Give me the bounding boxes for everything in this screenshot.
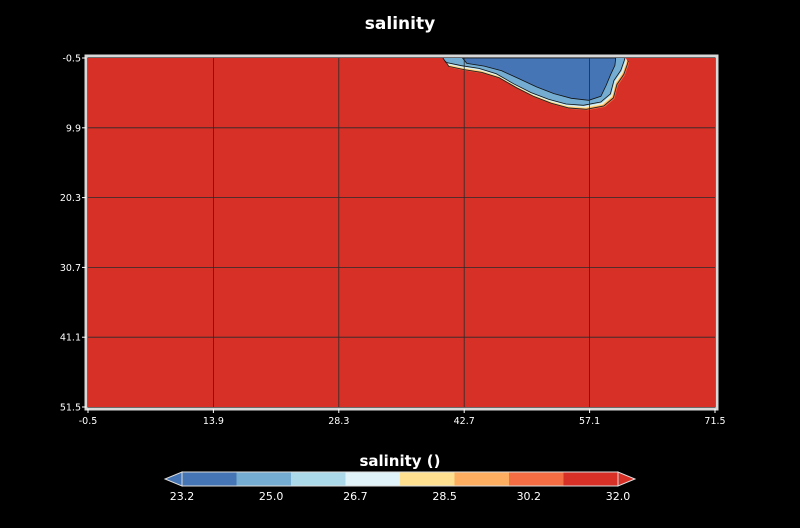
colorbar-swatch — [400, 472, 455, 486]
x-tick-label: 71.5 — [704, 416, 725, 427]
y-tick-label: 41.1 — [60, 333, 81, 344]
y-tick-label: 30.7 — [60, 263, 81, 274]
x-tick-label: -0.5 — [79, 416, 98, 427]
x-tick-label: 42.7 — [454, 416, 475, 427]
salinity-contour — [444, 60, 629, 110]
colorbar-tick-label: 30.2 — [517, 490, 542, 503]
x-tick-label: 13.9 — [203, 416, 224, 427]
colorbar-extend-max — [617, 471, 637, 487]
colorbar-swatch — [182, 472, 237, 486]
y-tick-label: -0.5 — [62, 54, 81, 65]
salinity-field — [88, 58, 715, 407]
colorbar-swatch — [509, 472, 564, 486]
colorbar-frame — [181, 471, 619, 487]
plot-frame — [84, 54, 719, 411]
y-tick-label: 20.3 — [60, 193, 81, 204]
y-tick-label: 51.5 — [60, 403, 81, 414]
chart-title: salinity — [364, 14, 436, 34]
salinity-band-23 — [461, 58, 617, 101]
colorbar-swatch — [563, 472, 619, 486]
colorbar-swatch — [454, 472, 510, 486]
colorbar-tick-label: 23.2 — [170, 490, 195, 503]
y-tick-label: 9.9 — [66, 123, 81, 134]
colorbar-tick-label: 25.0 — [259, 490, 284, 503]
x-tick-label: 57.1 — [579, 416, 600, 427]
colorbar-swatch — [236, 472, 292, 486]
colorbar-swatch — [291, 472, 346, 486]
colorbar-tick-label: 26.7 — [343, 490, 368, 503]
colorbar-tick-label: 28.5 — [432, 490, 457, 503]
colorbar-swatch — [345, 472, 401, 486]
x-tick-label: 28.3 — [328, 416, 349, 427]
colorbar-tick-label: 32.0 — [606, 490, 631, 503]
colorbar-extend-min — [163, 471, 183, 487]
colorbar-label: salinity () — [359, 452, 441, 470]
